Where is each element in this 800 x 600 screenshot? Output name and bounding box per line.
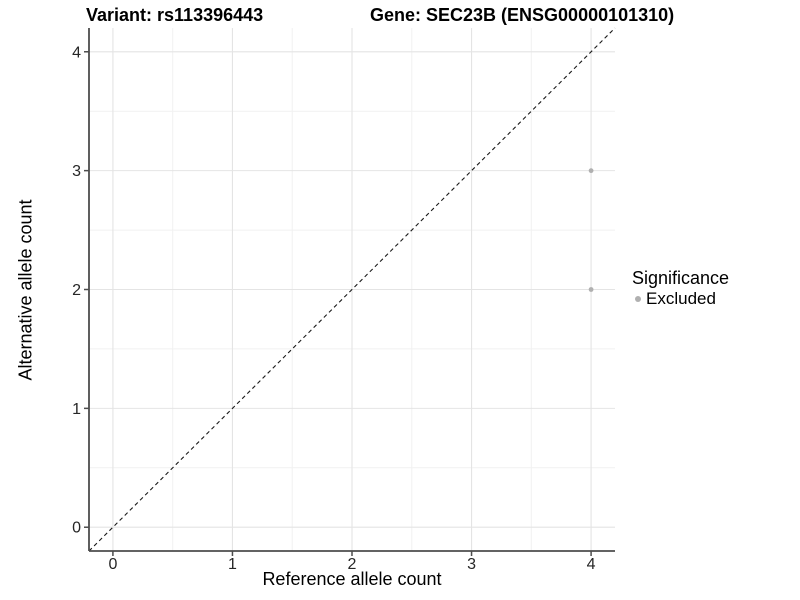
y-tick-label: 0 — [72, 520, 81, 537]
x-tick-label: 3 — [467, 556, 476, 573]
y-tick-label: 4 — [72, 44, 81, 61]
y-axis-label: Alternative allele count — [15, 199, 36, 381]
x-tick-label: 2 — [348, 556, 357, 573]
data-point — [588, 168, 594, 174]
legend-point-icon — [635, 295, 641, 302]
legend-item-excluded: Excluded — [632, 289, 729, 308]
x-tick-label: 0 — [108, 556, 117, 573]
x-axis-label: Reference allele count — [262, 569, 442, 589]
x-tick-label: 4 — [587, 556, 596, 573]
gene-title: Gene: SEC23B (ENSG00000101310) — [370, 5, 675, 25]
data-point — [588, 287, 594, 292]
legend-title: Significance — [632, 268, 730, 288]
legend-item-label: Excluded — [646, 289, 716, 308]
y-tick-label: 1 — [72, 401, 81, 418]
legend: Significance Excluded — [632, 268, 729, 308]
variant-title: Variant: rs113396443 — [86, 5, 264, 25]
identity-reference-line — [88, 27, 616, 552]
x-tick-label: 1 — [228, 556, 237, 573]
y-tick-label: 3 — [72, 163, 81, 180]
y-tick-label: 2 — [72, 282, 81, 299]
